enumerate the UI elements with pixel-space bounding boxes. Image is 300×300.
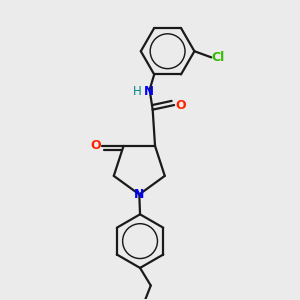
Text: N: N: [144, 85, 154, 98]
Text: O: O: [90, 140, 101, 152]
Text: Cl: Cl: [212, 51, 225, 64]
Text: O: O: [176, 99, 186, 112]
Text: H: H: [133, 85, 142, 98]
Text: N: N: [134, 188, 145, 201]
